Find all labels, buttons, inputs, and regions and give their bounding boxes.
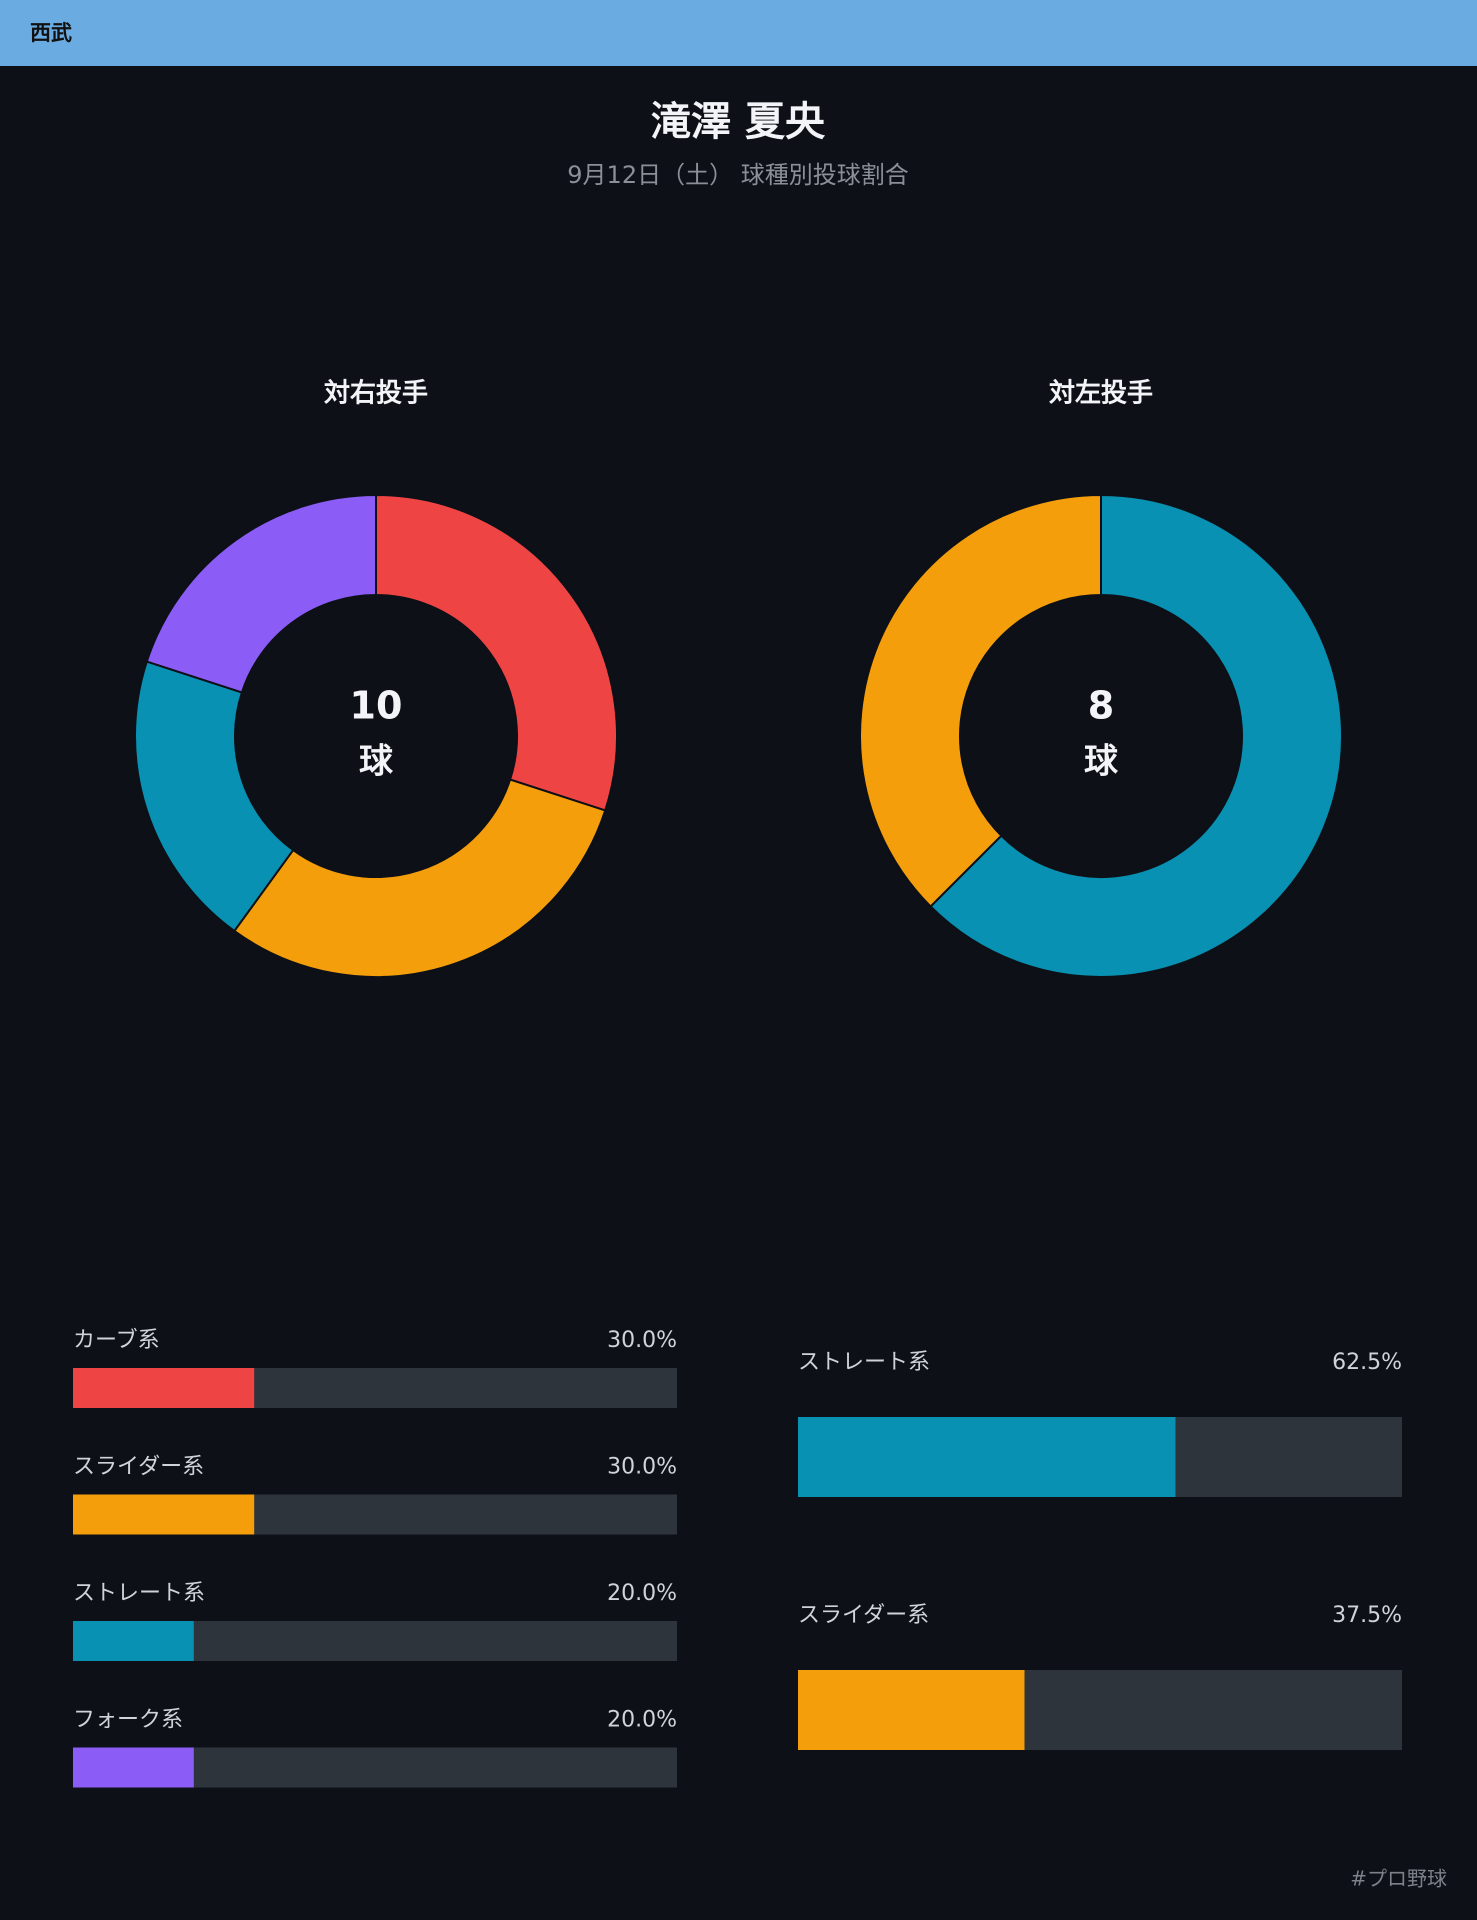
donut-total: 8	[1088, 684, 1114, 728]
donut-slice	[375, 493, 619, 812]
donut-total-unit: 球	[1084, 742, 1119, 782]
bar-label: スライダー系	[73, 1455, 204, 1480]
donut-slice	[134, 660, 295, 933]
donut-total: 10	[350, 684, 403, 728]
header-text: 西武	[30, 21, 72, 45]
bar-value-label: 30.0%	[607, 1455, 677, 1480]
bar-label: ストレート系	[798, 1350, 930, 1375]
bar-label: ストレート系	[73, 1581, 205, 1606]
donut-slice	[145, 493, 377, 694]
bar-value-label: 20.0%	[607, 1708, 677, 1733]
footer-tag: #プロ野球	[1350, 1867, 1447, 1891]
bar-value-label: 30.0%	[607, 1328, 677, 1353]
donut-slice	[859, 493, 1102, 908]
bar-label: カーブ系	[73, 1328, 160, 1353]
donut-slice	[929, 493, 1343, 978]
bar	[73, 1621, 194, 1661]
donut-title: 対右投手	[324, 379, 428, 409]
subtitle: 9月12日（土） 球種別投球割合	[567, 161, 908, 189]
donut-slice	[232, 778, 607, 978]
bar-label: フォーク系	[73, 1708, 183, 1733]
bar	[73, 1747, 194, 1788]
bar-label: スライダー系	[798, 1603, 929, 1628]
donut-total-unit: 球	[359, 742, 394, 782]
bar-value-label: 20.0%	[607, 1581, 677, 1606]
bar	[798, 1670, 1025, 1750]
donut-title: 対左投手	[1049, 379, 1153, 409]
bar	[798, 1417, 1176, 1497]
title: 滝澤 夏央	[651, 99, 826, 145]
header-bar	[0, 0, 1477, 66]
bar-value-label: 37.5%	[1332, 1603, 1402, 1628]
bar	[73, 1494, 255, 1535]
bar-value-label: 62.5%	[1332, 1350, 1402, 1375]
bar	[73, 1368, 255, 1408]
